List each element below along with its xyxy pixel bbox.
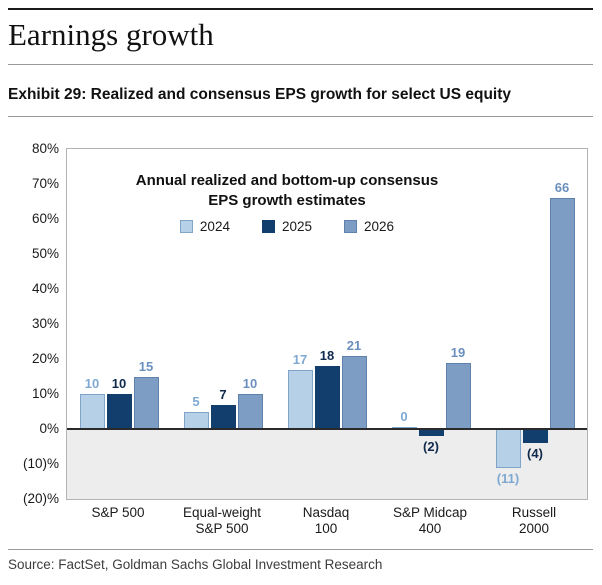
bar-slot: 10 xyxy=(237,149,263,499)
y-tick-label: 70% xyxy=(31,176,59,191)
legend-label: 2026 xyxy=(364,219,395,234)
bar-slot: 15 xyxy=(133,149,159,499)
bar-value-label: (4) xyxy=(527,446,543,461)
chart-annotation-line1: Annual realized and bottom-up consensus xyxy=(135,172,439,189)
legend-item-2025: 2025 xyxy=(261,219,313,234)
bar-slot: (11) xyxy=(495,149,521,499)
chart-annotation: Annual realized and bottom-up consensus … xyxy=(67,171,507,212)
bar-groups-container: 10 10 15 5 7 10 17 18 21 0 (2) 19 (11) (4) 66 xyxy=(67,149,587,499)
bar-slot: (4) xyxy=(522,149,548,499)
bar-value-label: (11) xyxy=(496,470,520,486)
bar-2024 xyxy=(287,369,313,429)
bar-slot: 10 xyxy=(79,149,105,499)
legend-swatch-2024 xyxy=(179,220,193,233)
y-tick-label: (20)% xyxy=(22,491,59,506)
bar-value-label: 15 xyxy=(138,358,154,374)
bar-2024 xyxy=(183,411,209,429)
bar-2025 xyxy=(314,366,340,429)
zero-axis-line xyxy=(67,428,587,430)
exhibit-title: Exhibit 29: Realized and consensus EPS g… xyxy=(8,86,512,103)
bar-2026 xyxy=(237,394,263,429)
bar-value-label: 10 xyxy=(111,376,127,391)
bar-group: 5 7 10 xyxy=(171,149,275,499)
bar-2025 xyxy=(418,429,444,436)
y-tick-label: 80% xyxy=(31,141,59,156)
y-tick-label: 30% xyxy=(31,316,59,331)
y-tick-label: 60% xyxy=(31,211,59,226)
bar-group: 10 10 15 xyxy=(67,149,171,499)
bar-slot: 19 xyxy=(445,149,471,499)
bar-value-label: 18 xyxy=(319,348,335,363)
legend-item-2026: 2026 xyxy=(344,219,394,234)
bar-value-label: 19 xyxy=(450,344,466,360)
y-tick-label: 50% xyxy=(31,246,59,261)
bar-2025 xyxy=(106,394,132,429)
plot-area: 10 10 15 5 7 10 17 18 21 0 (2) 19 (11) (4) 66 Annual r… xyxy=(23,141,588,506)
bar-value-label: 10 xyxy=(242,376,258,391)
bar-group: 0 (2) 19 xyxy=(379,149,483,499)
bar-value-label: 17 xyxy=(292,351,308,367)
bar-2026 xyxy=(341,355,367,429)
x-axis-label: S&P Midcap 400 xyxy=(392,505,468,537)
y-tick-label: 40% xyxy=(31,281,59,296)
bar-2026 xyxy=(549,198,575,429)
bar-value-label: 7 xyxy=(219,386,227,402)
x-axis-labels: S&P 500 Equal-weight S&P 500 Nasdaq 100 S&P… xyxy=(66,505,586,537)
bar-value-label: (2) xyxy=(423,439,439,454)
bar-slot: 7 xyxy=(210,149,236,499)
y-tick-label: 20% xyxy=(31,351,59,366)
exhibit-divider xyxy=(8,116,593,117)
bar-slot: 66 xyxy=(549,149,575,499)
bar-2024 xyxy=(79,394,105,429)
y-tick-label: 0% xyxy=(39,421,59,436)
bar-2024 xyxy=(495,429,521,468)
bar-2026 xyxy=(133,376,159,429)
y-tick-label: (10)% xyxy=(22,456,59,471)
bar-2025 xyxy=(522,429,548,443)
x-axis-label: S&P 500 xyxy=(91,505,145,520)
top-divider xyxy=(8,8,593,10)
x-axis-label: Nasdaq 100 xyxy=(302,505,350,537)
page-title: Earnings growth xyxy=(8,17,214,52)
bar-value-label: 66 xyxy=(554,180,570,195)
y-tick-label: 10% xyxy=(31,386,59,401)
bar-value-label: 10 xyxy=(84,376,100,391)
chart-legend: 2024 2025 2026 xyxy=(67,219,507,234)
source-divider xyxy=(8,549,593,550)
source-attribution: Source: FactSet, Goldman Sachs Global In… xyxy=(8,557,383,572)
bar-value-label: 5 xyxy=(192,393,200,409)
legend-swatch-2026 xyxy=(344,220,358,233)
bar-2025 xyxy=(210,404,236,429)
x-axis-label: Equal-weight S&P 500 xyxy=(182,505,262,537)
title-divider xyxy=(8,64,593,65)
legend-item-2024: 2024 xyxy=(179,219,230,234)
x-axis-label: Russell 2000 xyxy=(511,505,557,537)
legend-label: 2024 xyxy=(199,219,230,234)
legend-swatch-2025 xyxy=(261,220,275,233)
chart-annotation-line2: EPS growth estimates xyxy=(208,192,366,210)
eps-growth-bar-chart: 10 10 15 5 7 10 17 18 21 0 (2) 19 (11) (4) 66 Annual r… xyxy=(8,132,594,544)
bar-2026 xyxy=(445,362,471,429)
bar-slot: 21 xyxy=(341,149,367,499)
bar-value-label: 21 xyxy=(346,337,362,353)
bar-value-label: 0 xyxy=(400,409,408,424)
bar-group: (11) (4) 66 xyxy=(483,149,587,499)
legend-label: 2025 xyxy=(281,219,313,234)
